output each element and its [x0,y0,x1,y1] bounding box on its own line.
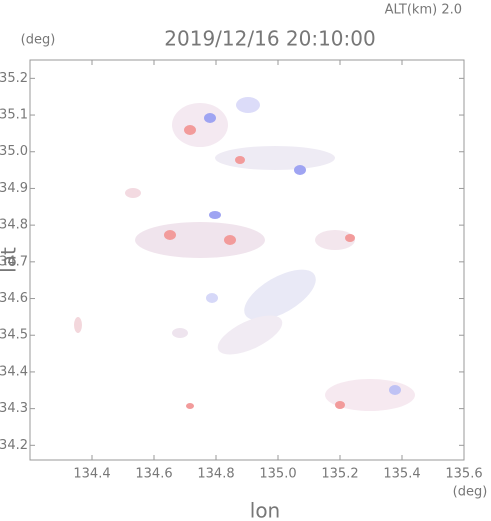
x-tick-label: 135.2 [321,467,358,482]
altitude-label: ALT(km) 2.0 [385,3,462,18]
chart-title: 2019/12/16 20:10:00 [164,27,375,51]
y-tick-label: 34.6 [0,291,28,306]
x-tick-label: 134.6 [135,467,172,482]
y-tick-label: 34.7 [0,254,28,269]
x-tick-label: 134.4 [73,467,110,482]
y-tick-label: 34.3 [0,401,28,416]
y-axis-label: lat [0,247,21,273]
y-tick-label: 35.2 [0,71,28,86]
y-tick-label: 34.5 [0,328,28,343]
y-tick-label: 34.2 [0,438,28,453]
y-tick-label: 34.9 [0,181,28,196]
x-unit: (deg) [453,485,488,500]
y-unit: (deg) [21,33,56,48]
y-tick-label: 34.8 [0,218,28,233]
y-tick-label: 35.0 [0,144,28,159]
y-tick-label: 35.1 [0,108,28,123]
x-tick-label: 135.0 [259,467,296,482]
x-tick-label: 135.6 [445,467,482,482]
x-tick-label: 134.8 [197,467,234,482]
x-tick-label: 135.4 [383,467,420,482]
x-axis-label: lon [250,499,280,521]
plot-frame [29,59,465,461]
y-tick-label: 34.4 [0,364,28,379]
echo-field [74,97,415,411]
